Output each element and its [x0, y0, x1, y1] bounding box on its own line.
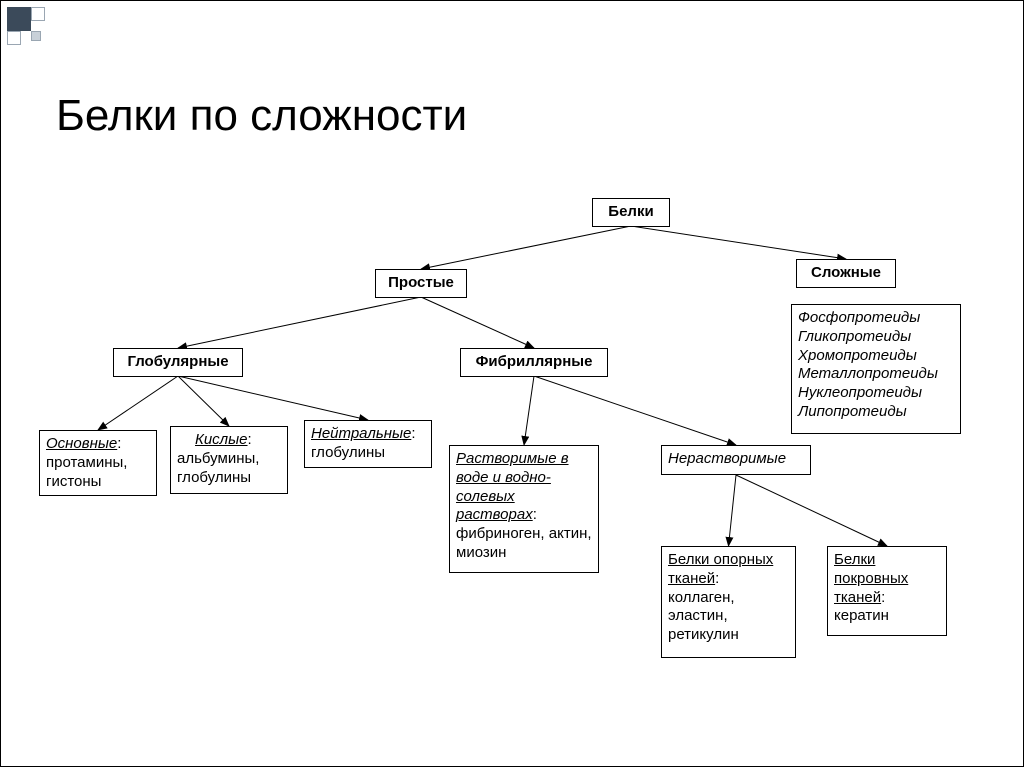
- node-support: Белки опорных тканей: коллаген, эластин,…: [661, 546, 796, 658]
- node-simple: Простые: [375, 269, 467, 298]
- node-acidic: Кислые: альбумины, глобулины: [170, 426, 288, 494]
- node-neutral: Нейтральные: глобулины: [304, 420, 432, 468]
- node-cover: Белки покровных тканей: кератин: [827, 546, 947, 636]
- slide-title: Белки по сложности: [56, 91, 467, 141]
- corner-decoration-icon: [7, 7, 51, 51]
- node-globular: Глобулярные: [113, 348, 243, 377]
- node-fibrillar: Фибриллярные: [460, 348, 608, 377]
- node-root: Белки: [592, 198, 670, 227]
- node-soluble: Растворимые в воде и водно-солевых раств…: [449, 445, 599, 573]
- node-complex: Сложные: [796, 259, 896, 288]
- node-basic: Основные: протамины, гистоны: [39, 430, 157, 496]
- node-insoluble: Нерастворимые: [661, 445, 811, 475]
- node-complex_list: ФосфопротеидыГликопротеидыХромопротеидыМ…: [791, 304, 961, 434]
- slide: Белки по сложности Белки Простые Сложные Гл…: [0, 0, 1024, 767]
